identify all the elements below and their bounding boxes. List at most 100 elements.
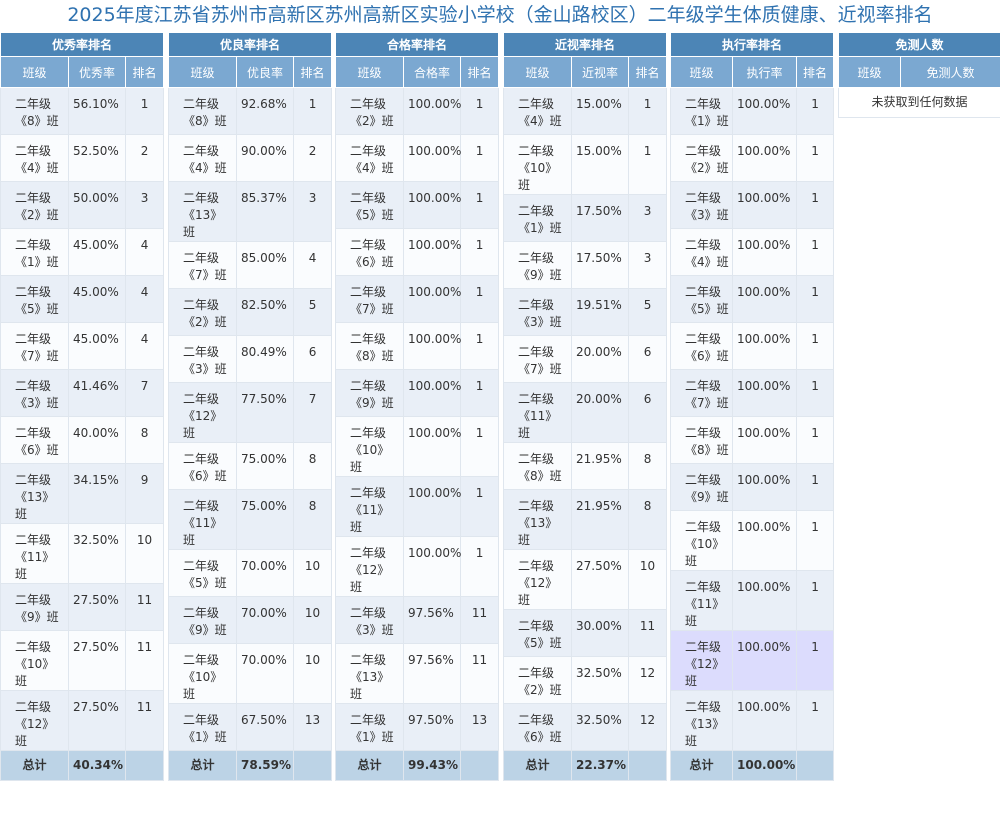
cell: 1 — [459, 181, 500, 229]
cell: 100.00% — [732, 181, 797, 229]
total-label: 总计 — [335, 750, 404, 781]
table-row: 二年级《5》班 100.00% 1 — [670, 275, 835, 323]
cell: 4 — [124, 228, 165, 276]
column-header: 排名 — [795, 56, 835, 88]
cell: 100.00% — [732, 369, 797, 417]
cell: 二年级《12》班 — [0, 690, 69, 751]
cell: 二年级《13》班 — [0, 463, 69, 524]
cell: 13 — [459, 703, 500, 751]
cell: 32.50% — [571, 656, 629, 704]
table-row: 二年级《2》班 100.00% 1 — [335, 87, 500, 135]
cell: 5 — [627, 288, 668, 336]
cell: 19.51% — [571, 288, 629, 336]
total-label: 总计 — [168, 750, 237, 781]
table-row: 二年级《9》班 27.50% 11 — [0, 583, 165, 631]
cell: 二年级《10》班 — [670, 510, 733, 571]
table-row: 二年级《13》班 21.95% 8 — [503, 489, 668, 550]
cell — [292, 750, 333, 781]
table-row: 二年级《1》班 17.50% 3 — [503, 194, 668, 242]
cell: 30.00% — [571, 609, 629, 657]
cell — [124, 750, 165, 781]
cell: 二年级《6》班 — [0, 416, 69, 464]
table-row: 二年级《4》班 15.00% 1 — [503, 87, 668, 135]
column-header: 班级 — [838, 56, 901, 88]
table-row: 二年级《12》班 100.00% 1 — [335, 536, 500, 597]
cell: 二年级《5》班 — [670, 275, 733, 323]
ranking-table: 免测人数 班级 免测人数 未获取到任何数据 — [837, 32, 1000, 118]
column-header: 近视率 — [571, 56, 629, 88]
cell: 二年级《2》班 — [335, 87, 404, 135]
cell: 6 — [627, 335, 668, 383]
cell: 100.00% — [732, 630, 797, 691]
cell: 二年级《4》班 — [503, 87, 572, 135]
cell: 100.00% — [403, 228, 461, 276]
cell: 1 — [795, 570, 835, 631]
cell: 二年级《3》班 — [168, 335, 237, 383]
cell: 10 — [292, 549, 333, 597]
cell: 41.46% — [68, 369, 126, 417]
empty-message: 未获取到任何数据 — [837, 87, 1000, 118]
cell: 97.50% — [403, 703, 461, 751]
cell: 二年级《11》班 — [670, 570, 733, 631]
empty-row: 未获取到任何数据 — [837, 87, 1000, 118]
ranking-table: 优良率排名 班级 优良率 排名 二年级《8》班 92.68% 1 二年级《4》班 90.00% 2… — [167, 32, 333, 781]
cell: 11 — [459, 643, 500, 704]
table-row: 二年级《7》班 100.00% 1 — [670, 369, 835, 417]
table-row: 二年级《1》班 100.00% 1 — [670, 87, 835, 135]
cell: 5 — [292, 288, 333, 336]
cell: 1 — [795, 275, 835, 323]
cell: 92.68% — [236, 87, 294, 135]
cell: 二年级《3》班 — [335, 596, 404, 644]
cell: 1 — [627, 87, 668, 135]
table-row: 二年级《11》班 20.00% 6 — [503, 382, 668, 443]
cell — [795, 750, 835, 781]
table-row: 二年级《7》班 20.00% 6 — [503, 335, 668, 383]
table-row: 二年级《12》班 77.50% 7 — [168, 382, 333, 443]
cell: 82.50% — [236, 288, 294, 336]
table-title: 执行率排名 — [669, 32, 835, 57]
cell: 27.50% — [571, 549, 629, 610]
cell: 12 — [627, 656, 668, 704]
cell: 10 — [292, 596, 333, 644]
ranking-table: 优秀率排名 班级 优秀率 排名 二年级《8》班 56.10% 1 二年级《4》班 52.50% 2… — [0, 32, 165, 781]
cell: 二年级《2》班 — [503, 656, 572, 704]
table-row: 二年级《12》班 27.50% 11 — [0, 690, 165, 751]
cell: 67.50% — [236, 703, 294, 751]
column-header: 班级 — [335, 56, 404, 88]
table-row: 二年级《8》班 92.68% 1 — [168, 87, 333, 135]
table-row: 二年级《13》班 100.00% 1 — [670, 690, 835, 751]
cell: 1 — [459, 134, 500, 182]
cell: 二年级《6》班 — [335, 228, 404, 276]
total-row: 总计 22.37% — [503, 750, 668, 781]
cell: 二年级《1》班 — [0, 228, 69, 276]
table-row: 二年级《6》班 75.00% 8 — [168, 442, 333, 490]
cell: 二年级《12》班 — [670, 630, 733, 691]
title-row: 合格率排名 — [334, 32, 500, 57]
cell: 7 — [124, 369, 165, 417]
column-header: 免测人数 — [899, 56, 1000, 88]
cell: 27.50% — [68, 690, 126, 751]
cell: 34.15% — [68, 463, 126, 524]
cell: 20.00% — [571, 335, 629, 383]
cell: 1 — [124, 87, 165, 135]
cell: 100.00% — [403, 275, 461, 323]
cell: 1 — [459, 275, 500, 323]
cell: 100.00% — [732, 87, 797, 135]
table-row: 二年级《3》班 41.46% 7 — [0, 369, 165, 417]
ranking-table: 执行率排名 班级 执行率 排名 二年级《1》班 100.00% 1 二年级《2》班 100.00… — [669, 32, 835, 781]
total-row: 总计 100.00% — [670, 750, 835, 781]
cell: 100.00% — [732, 570, 797, 631]
cell: 12 — [627, 703, 668, 751]
table-title: 优良率排名 — [167, 32, 333, 57]
cell: 100.00% — [403, 134, 461, 182]
total-value: 99.43% — [403, 750, 461, 781]
column-header: 优良率 — [236, 56, 294, 88]
table-title: 优秀率排名 — [0, 32, 165, 57]
cell: 二年级《4》班 — [168, 134, 237, 182]
cell: 二年级《7》班 — [670, 369, 733, 417]
table-row: 二年级《6》班 100.00% 1 — [670, 322, 835, 370]
cell: 二年级《9》班 — [335, 369, 404, 417]
cell: 1 — [795, 322, 835, 370]
cell: 二年级《7》班 — [168, 241, 237, 289]
cell: 3 — [124, 181, 165, 229]
